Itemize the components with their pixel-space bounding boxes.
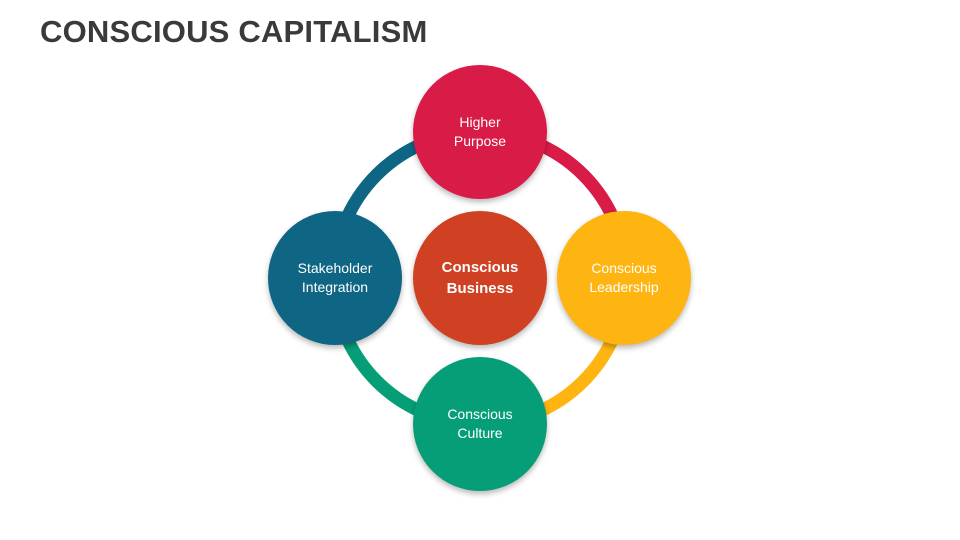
node-conscious-culture: Conscious Culture [413, 357, 547, 491]
node-higher-purpose-line2: Purpose [453, 133, 507, 149]
node-conscious-business-line2: Business [446, 280, 514, 297]
node-conscious-business: Conscious Business [413, 211, 547, 345]
node-stakeholder-integration-line2: Integration [301, 279, 369, 295]
node-higher-purpose-line1: Higher [459, 114, 501, 130]
node-conscious-culture-line1: Conscious [447, 406, 513, 422]
node-conscious-leadership-line2: Leadership [589, 279, 659, 295]
page-title: CONSCIOUS CAPITALISM [40, 14, 428, 49]
node-conscious-leadership: Conscious Leadership [557, 211, 691, 345]
node-conscious-culture-line2: Culture [457, 425, 503, 441]
node-conscious-business-line1: Conscious [441, 259, 519, 276]
node-higher-purpose: Higher Purpose [413, 65, 547, 199]
node-stakeholder-integration: Stakeholder Integration [268, 211, 402, 345]
node-conscious-leadership-line1: Conscious [591, 260, 657, 276]
node-stakeholder-integration-line1: Stakeholder [297, 260, 373, 276]
